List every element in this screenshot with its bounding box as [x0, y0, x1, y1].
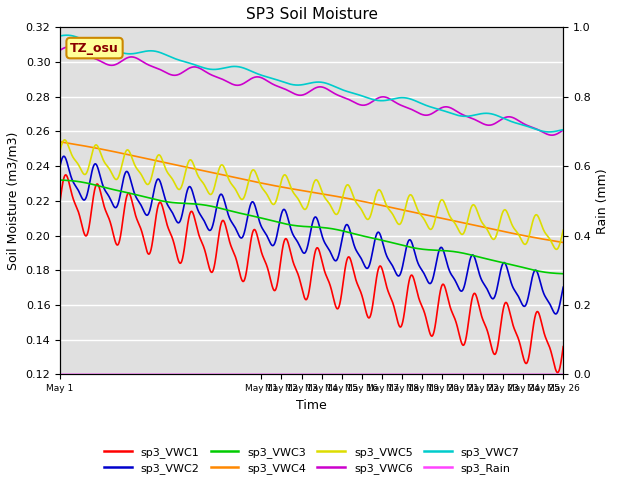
X-axis label: Time: Time: [296, 399, 327, 412]
Title: SP3 Soil Moisture: SP3 Soil Moisture: [246, 7, 378, 22]
Y-axis label: Rain (mm): Rain (mm): [596, 168, 609, 234]
Y-axis label: Soil Moisture (m3/m3): Soil Moisture (m3/m3): [7, 132, 20, 270]
Legend: sp3_VWC1, sp3_VWC2, sp3_VWC3, sp3_VWC4, sp3_VWC5, sp3_VWC6, sp3_VWC7, sp3_Rain: sp3_VWC1, sp3_VWC2, sp3_VWC3, sp3_VWC4, …: [99, 443, 524, 479]
Text: TZ_osu: TZ_osu: [70, 42, 119, 55]
